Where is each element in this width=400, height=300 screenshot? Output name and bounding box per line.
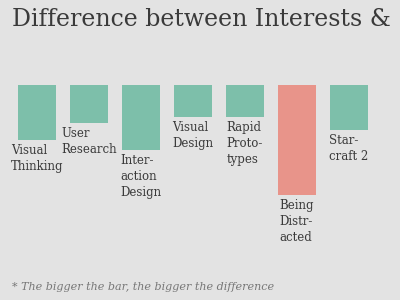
Text: User
Research: User Research	[61, 127, 117, 156]
Text: * The bigger the bar, the bigger the difference: * The bigger the bar, the bigger the dif…	[12, 282, 274, 292]
FancyBboxPatch shape	[174, 85, 212, 117]
Text: Being
Distr-
acted: Being Distr- acted	[280, 199, 314, 244]
FancyBboxPatch shape	[70, 85, 108, 123]
Text: Difference between Interests & Skills: Difference between Interests & Skills	[12, 8, 400, 31]
Text: Star-
craft 2: Star- craft 2	[329, 134, 369, 163]
Text: Visual
Design: Visual Design	[172, 121, 214, 150]
Text: Inter-
action
Design: Inter- action Design	[120, 154, 162, 199]
FancyBboxPatch shape	[122, 85, 160, 150]
Text: Visual
Thinking: Visual Thinking	[11, 144, 63, 173]
Text: Rapid
Proto-
types: Rapid Proto- types	[227, 121, 263, 166]
FancyBboxPatch shape	[226, 85, 264, 117]
FancyBboxPatch shape	[18, 85, 56, 140]
FancyBboxPatch shape	[330, 85, 368, 130]
FancyBboxPatch shape	[278, 85, 316, 195]
